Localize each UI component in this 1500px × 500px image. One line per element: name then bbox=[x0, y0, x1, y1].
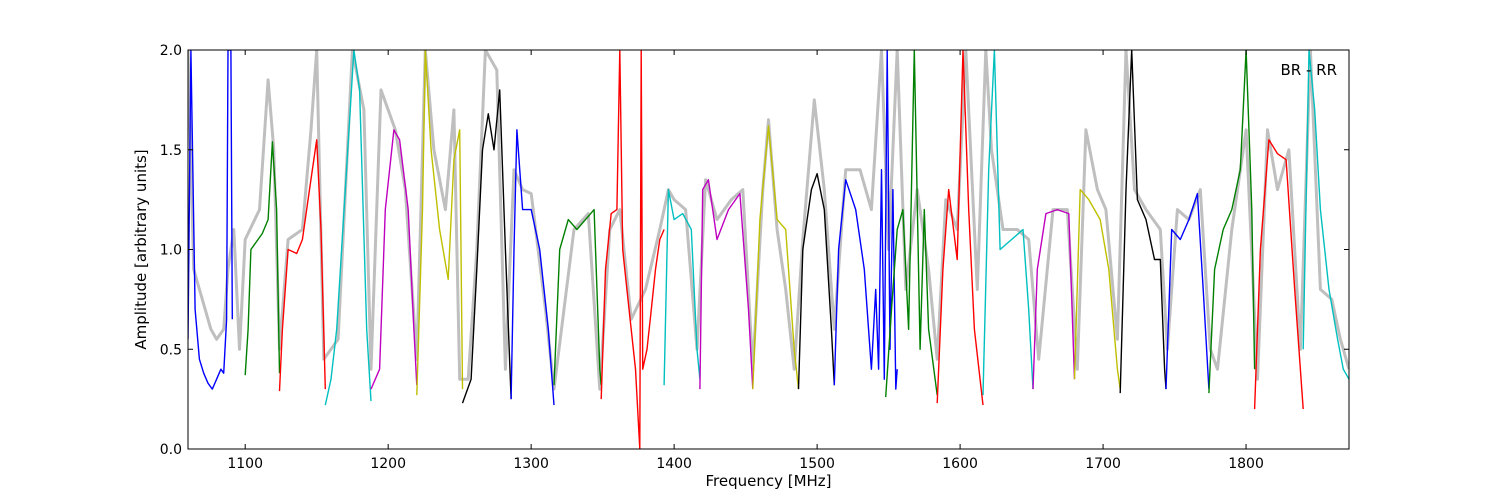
plot-annotation: BR - RR bbox=[1280, 61, 1337, 79]
series-line-12 bbox=[699, 179, 754, 390]
series-line-6 bbox=[416, 50, 464, 396]
series-line-8 bbox=[510, 129, 555, 406]
series-line-18 bbox=[982, 50, 1034, 396]
y-tick-label: 0.0 bbox=[160, 442, 182, 458]
series-line-11 bbox=[663, 188, 701, 386]
y-tick-label: 1.0 bbox=[160, 243, 182, 259]
x-tick-label: 1800 bbox=[1228, 456, 1264, 472]
series-line-23 bbox=[1208, 50, 1256, 394]
series-line-14 bbox=[797, 173, 835, 390]
y-tick-label: 2.0 bbox=[160, 43, 182, 59]
x-tick-label: 1200 bbox=[370, 456, 406, 472]
x-axis-label: Frequency [MHz] bbox=[705, 472, 831, 490]
series-line-2 bbox=[244, 141, 281, 376]
x-tick-label: 1100 bbox=[227, 456, 263, 472]
x-tick-label: 1500 bbox=[799, 456, 835, 472]
y-tick-label: 1.5 bbox=[160, 143, 182, 159]
x-tick-label: 1400 bbox=[656, 456, 692, 472]
series-line-4 bbox=[324, 50, 372, 406]
series-line-10 bbox=[600, 50, 665, 449]
background-trace bbox=[188, 50, 1349, 391]
series-line-7 bbox=[461, 89, 512, 404]
tick-layer: 1100 1200 1300 1400 1500 1600 1700 1800 0.0 0.5 1.… bbox=[160, 43, 1349, 472]
y-tick-label: 0.5 bbox=[160, 342, 182, 358]
series-line-15 bbox=[833, 50, 898, 390]
series-layer bbox=[188, 50, 1349, 449]
series-line-19 bbox=[1032, 208, 1076, 390]
series-line-25 bbox=[1302, 50, 1349, 380]
x-tick-label: 1700 bbox=[1085, 456, 1121, 472]
series-line-24 bbox=[1253, 139, 1304, 410]
series-line-22 bbox=[1165, 192, 1210, 390]
background-trace-layer bbox=[188, 50, 1349, 391]
x-tick-label: 1300 bbox=[513, 456, 549, 472]
series-line-21 bbox=[1119, 50, 1167, 394]
series-line-20 bbox=[1073, 188, 1121, 390]
series-line-3 bbox=[278, 139, 326, 392]
series-line-9 bbox=[553, 208, 602, 386]
x-tick-label: 1600 bbox=[942, 456, 978, 472]
y-axis-label: Amplitude [arbitrary units] bbox=[132, 149, 150, 349]
series-line-1 bbox=[188, 50, 233, 390]
series-line-5 bbox=[370, 129, 418, 390]
series-line-16 bbox=[885, 50, 938, 398]
series-line-17 bbox=[936, 50, 984, 406]
series-line-13 bbox=[752, 125, 800, 390]
